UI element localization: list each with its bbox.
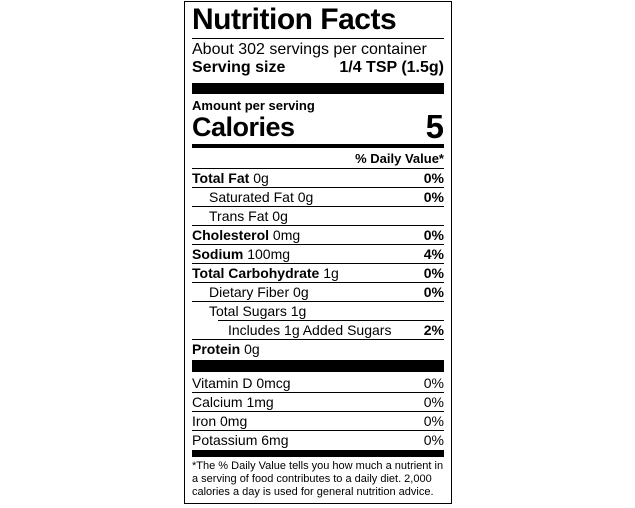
nutrient-name-amount: Saturated Fat 0g bbox=[192, 188, 313, 206]
daily-value: 0% bbox=[423, 227, 444, 243]
nutrient-rows: Total Fat 0g 0% Saturated Fat 0g 0% Trans Fa… bbox=[192, 168, 444, 358]
nutrient-name-amount: Iron 0mg bbox=[192, 412, 247, 430]
daily-value: 0% bbox=[423, 265, 444, 281]
micronutrient-row: Calcium 1mg 0% bbox=[192, 392, 444, 411]
nutrient-row: Includes 1g Added Sugars 2% bbox=[192, 320, 444, 339]
divider-bar-middle bbox=[192, 360, 444, 372]
micronutrient-row: Vitamin D 0mcg 0% bbox=[192, 374, 444, 392]
nutrient-amount: 0g bbox=[253, 170, 269, 186]
nutrient-name: Iron bbox=[192, 413, 217, 429]
nutrient-name: Includes 1g Added Sugars bbox=[228, 322, 392, 338]
nutrient-name: Potassium bbox=[192, 432, 258, 448]
daily-value: 0% bbox=[423, 170, 444, 186]
divider-thin bbox=[192, 38, 444, 39]
nutrient-row: Total Fat 0g 0% bbox=[192, 168, 444, 187]
label-title: Nutrition Facts bbox=[192, 3, 397, 36]
nutrient-amount: 6mg bbox=[261, 432, 289, 448]
daily-value: 0% bbox=[423, 413, 444, 429]
daily-value: 0% bbox=[423, 284, 444, 300]
serving-size-value: 1/4 TSP (1.5g) bbox=[339, 59, 444, 76]
nutrient-name: Dietary Fiber bbox=[209, 284, 290, 300]
daily-value: 2% bbox=[423, 322, 444, 338]
nutrient-name-amount: Vitamin D 0mcg bbox=[192, 374, 291, 392]
calories-row: Calories 5 bbox=[192, 108, 444, 145]
nutrition-facts-label: Nutrition Facts About 302 servings per c… bbox=[184, 1, 452, 504]
nutrient-row: Dietary Fiber 0g 0% bbox=[192, 282, 444, 301]
daily-value: 4% bbox=[423, 246, 444, 262]
nutrient-name-amount: Dietary Fiber 0g bbox=[192, 283, 309, 301]
nutrient-row: Sodium 100mg 4% bbox=[192, 244, 444, 263]
nutrient-name: Total Fat bbox=[192, 170, 250, 186]
divider-bar-calories bbox=[192, 144, 444, 148]
nutrient-name: Protein bbox=[192, 341, 241, 357]
nutrient-name-amount: Protein 0g bbox=[192, 340, 260, 358]
nutrient-amount: 0mcg bbox=[256, 375, 291, 391]
calories-label: Calories bbox=[192, 112, 295, 142]
daily-value: 0% bbox=[423, 394, 444, 410]
nutrient-amount: 0g bbox=[244, 341, 260, 357]
nutrient-row: Protein 0g bbox=[192, 339, 444, 358]
nutrient-name-amount: Calcium 1mg bbox=[192, 393, 274, 411]
nutrient-name: Trans Fat bbox=[209, 208, 269, 224]
nutrient-name: Total Carbohydrate bbox=[192, 265, 320, 281]
serving-size-label: Serving size bbox=[192, 59, 286, 76]
nutrient-amount: 0g bbox=[297, 189, 314, 205]
nutrient-row: Total Sugars 1g bbox=[192, 301, 444, 320]
divider-bar-bottom bbox=[192, 450, 444, 457]
nutrient-name: Vitamin D bbox=[192, 375, 253, 391]
nutrient-row: Saturated Fat 0g 0% bbox=[192, 187, 444, 206]
nutrient-amount: 1g bbox=[290, 303, 307, 319]
nutrient-amount: 0g bbox=[293, 284, 309, 300]
nutrient-name: Saturated Fat bbox=[209, 189, 294, 205]
nutrient-row: Trans Fat 0g bbox=[192, 206, 444, 225]
nutrient-amount: 0g bbox=[272, 208, 288, 224]
nutrient-name-amount: Cholesterol 0mg bbox=[192, 226, 300, 244]
nutrient-amount: 0mg bbox=[220, 413, 248, 429]
divider-bar-top bbox=[192, 83, 444, 94]
nutrient-name: Calcium bbox=[192, 394, 243, 410]
daily-value: 0% bbox=[423, 432, 444, 448]
nutrient-name-amount: Total Fat 0g bbox=[192, 169, 269, 187]
nutrient-row: Total Carbohydrate 1g 0% bbox=[192, 263, 444, 282]
nutrient-amount: 0mg bbox=[272, 227, 301, 243]
daily-value-header: % Daily Value* bbox=[355, 151, 444, 166]
servings-per-container: About 302 servings per container bbox=[192, 41, 427, 58]
nutrient-amount: 1g bbox=[323, 265, 339, 281]
daily-value-footnote: *The % Daily Value tells you how much a … bbox=[192, 460, 444, 498]
nutrient-amount: 100mg bbox=[247, 246, 291, 262]
nutrient-amount: 1mg bbox=[246, 394, 274, 410]
daily-value: 0% bbox=[423, 375, 444, 391]
nutrient-name: Total Sugars bbox=[209, 303, 287, 319]
nutrient-name: Cholesterol bbox=[192, 227, 270, 243]
micronutrient-row: Iron 0mg 0% bbox=[192, 411, 444, 430]
nutrient-name-amount: Total Sugars 1g bbox=[192, 302, 306, 320]
nutrient-name-amount: Includes 1g Added Sugars bbox=[192, 321, 391, 339]
daily-value: 0% bbox=[423, 189, 444, 205]
calories-value: 5 bbox=[425, 108, 444, 145]
serving-size-row: Serving size 1/4 TSP (1.5g) bbox=[192, 59, 444, 77]
nutrient-name: Sodium bbox=[192, 246, 244, 262]
nutrient-name-amount: Potassium 6mg bbox=[192, 431, 288, 449]
nutrient-name-amount: Total Carbohydrate 1g bbox=[192, 264, 339, 282]
micronutrient-rows: Vitamin D 0mcg 0% Calcium 1mg 0% Iron 0mg 0% P… bbox=[192, 374, 444, 449]
nutrient-name-amount: Trans Fat 0g bbox=[192, 207, 288, 225]
nutrient-row: Cholesterol 0mg 0% bbox=[192, 225, 444, 244]
micronutrient-row: Potassium 6mg 0% bbox=[192, 430, 444, 449]
amount-per-serving-label: Amount per serving bbox=[192, 98, 315, 113]
nutrient-name-amount: Sodium 100mg bbox=[192, 245, 290, 263]
